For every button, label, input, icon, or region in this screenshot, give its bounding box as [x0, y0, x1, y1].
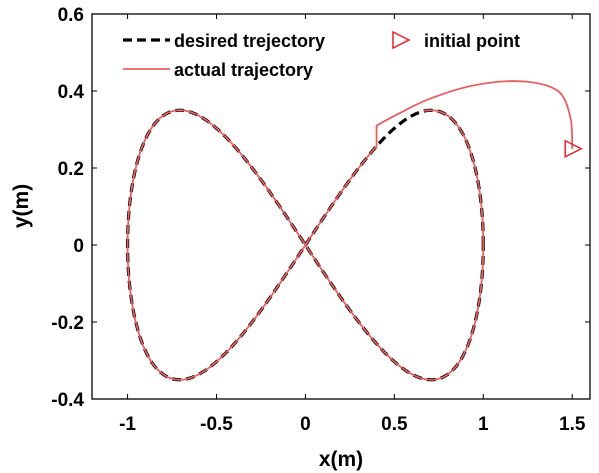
legend-swatch-initial-point [392, 30, 411, 50]
x-axis-label: x(m) [319, 448, 363, 471]
x-tick-label: 0 [300, 414, 311, 435]
x-tick-label: -1 [119, 414, 136, 435]
legend: desired trejectory actual trajectory ini… [123, 30, 520, 80]
x-tick-label: -0.5 [200, 414, 233, 435]
y-tick-label: 0.2 [58, 159, 84, 180]
y-axis-ticks: -0.4 -0.2 0 0.2 0.4 0.6 [51, 5, 590, 411]
plot-area [91, 13, 591, 400]
legend-label-initial-point: initial point [424, 31, 520, 51]
series-actual-trajectory [126, 80, 574, 381]
y-axis-label: y(m) [10, 184, 33, 228]
legend-label-desired: desired trejectory [174, 31, 325, 51]
x-tick-label: 1 [478, 414, 489, 435]
x-tick-label: 0.5 [381, 414, 408, 435]
y-tick-label: 0.6 [58, 5, 84, 26]
x-axis-ticks: -1 -0.5 0 0.5 1 1.5 [119, 14, 586, 435]
legend-label-actual: actual trajectory [174, 60, 313, 80]
y-tick-label: -0.2 [51, 313, 84, 334]
y-tick-label: 0.4 [58, 82, 85, 103]
y-tick-label: -0.4 [51, 390, 84, 411]
initial-point-marker [564, 139, 583, 158]
y-tick-label: 0 [73, 236, 84, 257]
x-tick-label: 1.5 [559, 414, 586, 435]
